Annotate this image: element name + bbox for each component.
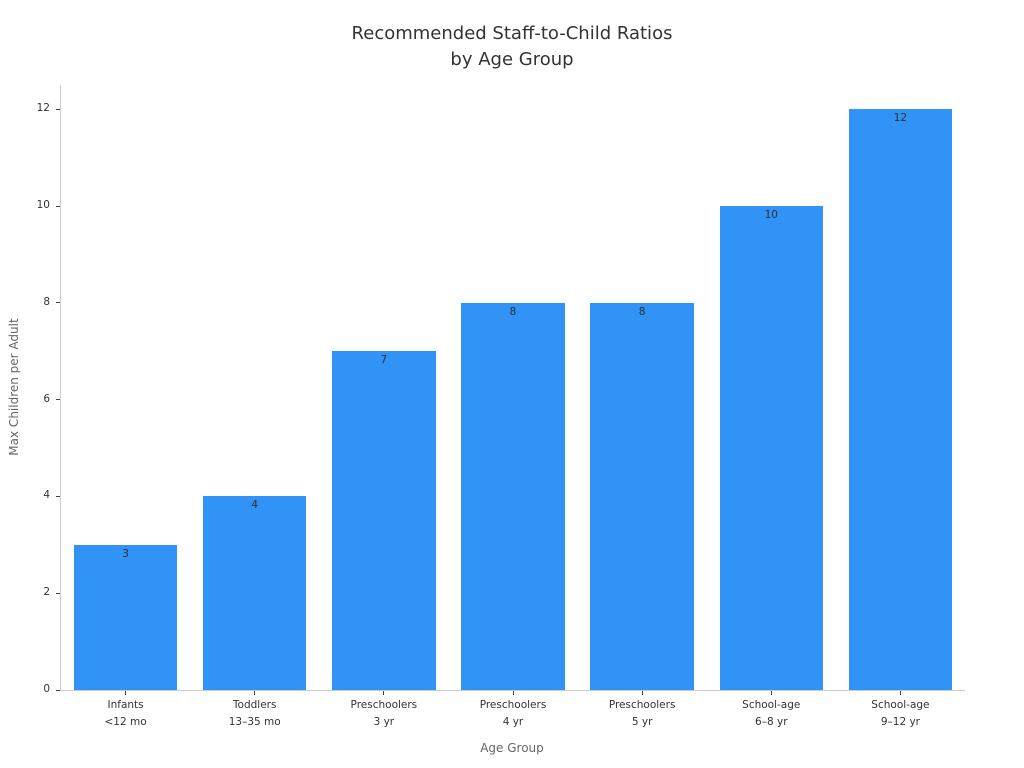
x-tick-label: Preschoolers 5 yr	[578, 697, 707, 731]
x-tick-category: Preschoolers	[350, 699, 418, 711]
x-tick-age-range: 5 yr	[631, 716, 653, 728]
chart-title: Recommended Staff-to-Child Ratios by Age…	[351, 23, 673, 70]
y-tick-mark	[56, 592, 60, 594]
y-tick-label: 0	[43, 683, 50, 695]
y-tick-label: 2	[43, 586, 50, 599]
x-tick-age-range: <12 mo	[104, 716, 147, 728]
y-tick-label: 4	[43, 489, 50, 502]
x-tick-age-range: 13–35 mo	[228, 716, 281, 728]
x-tick-age-range: 3 yr	[373, 716, 395, 728]
x-axis-label: Age Group	[480, 741, 544, 755]
x-tick-mark	[899, 691, 901, 695]
y-tick-label: 10	[36, 199, 50, 211]
plot-area: 0 2 4 6 8 10 12 3 Infants <12 mo 4 Toddlers 13–35 mo…	[37, 85, 965, 728]
x-tick-category: Infants	[107, 699, 144, 711]
y-tick-mark	[56, 399, 60, 401]
x-tick-age-range: 9–12 yr	[880, 716, 920, 728]
x-tick-mark	[254, 691, 256, 695]
x-tick-mark	[125, 691, 127, 695]
x-tick-mark	[641, 691, 643, 695]
y-tick-label: 8	[43, 295, 50, 308]
x-tick-label: Infants <12 mo	[61, 697, 190, 731]
bar-value-label: 10	[764, 209, 778, 221]
bar: 10	[719, 206, 823, 690]
x-tick-mark	[383, 691, 385, 695]
y-tick-label: 12	[36, 102, 50, 115]
x-tick-category: School-age	[871, 699, 930, 711]
x-tick-age-range: 4 yr	[502, 716, 524, 728]
x-tick-label: School-age 6–8 yr	[707, 697, 836, 731]
bar-value-label: 4	[251, 499, 259, 512]
x-tick-label: School-age 9–12 yr	[836, 697, 965, 731]
x-tick-age-range: 6–8 yr	[755, 716, 788, 728]
x-tick-category: Preschoolers	[479, 699, 547, 711]
x-tick-category: Preschoolers	[608, 699, 676, 711]
x-tick-label: Preschoolers 4 yr	[448, 697, 577, 731]
bar-value-label: 7	[380, 354, 388, 367]
bar: 7	[332, 351, 436, 690]
y-tick-mark	[56, 689, 60, 691]
bar: 4	[203, 496, 307, 690]
x-tick-mark	[512, 691, 514, 695]
bar-value-label: 12	[893, 112, 908, 125]
y-tick-mark	[56, 108, 60, 110]
bar-value-label: 8	[638, 305, 646, 318]
bar: 12	[848, 109, 953, 690]
x-tick-category: Toddlers	[232, 699, 277, 711]
bar-value-label: 3	[122, 547, 129, 560]
y-tick-label: 6	[43, 392, 50, 405]
x-tick-label: Toddlers 13–35 mo	[190, 697, 319, 731]
x-tick-mark	[770, 691, 772, 695]
bar-value-label: 8	[509, 305, 517, 318]
bar: 8	[590, 302, 694, 690]
y-axis-label: Max Children per Adult	[7, 318, 21, 456]
x-tick-label: Preschoolers 3 yr	[319, 697, 448, 731]
y-tick-mark	[56, 302, 60, 304]
bar: 3	[73, 544, 178, 690]
y-tick-mark	[56, 495, 60, 497]
y-tick-mark	[56, 205, 60, 207]
bar: 8	[461, 302, 565, 690]
x-tick-category: School-age	[742, 699, 801, 711]
